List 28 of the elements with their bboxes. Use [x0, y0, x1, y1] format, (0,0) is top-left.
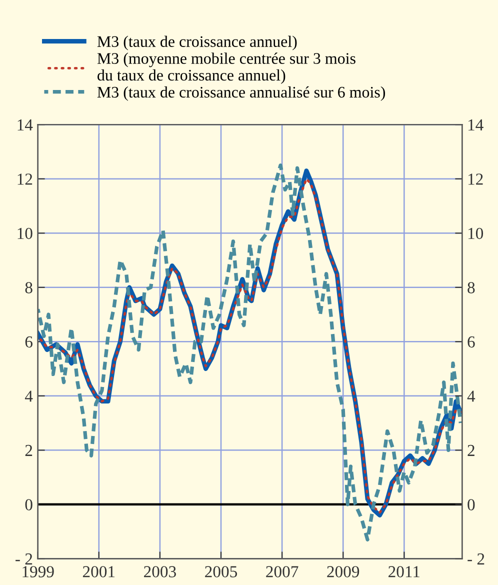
- y-tick-label: 0: [25, 499, 32, 510]
- x-tick-label: 2003: [144, 566, 176, 578]
- y2-tick-label: 14: [468, 119, 484, 130]
- legend-label: M3 (moyenne mobile centrée sur 3 mois du taux de croissance annuel): [97, 52, 356, 84]
- y-tick-label: - 2: [16, 553, 32, 564]
- y-tick-label: 2: [25, 444, 32, 456]
- y-tick-label: 14: [18, 119, 33, 130]
- y2-tick-label: 2: [468, 444, 474, 456]
- y2-tick-label: 6: [468, 336, 475, 348]
- y2-tick-label: 4: [467, 390, 476, 402]
- x-tick-label: 1999: [22, 566, 54, 578]
- x-tick-label: 2011: [388, 566, 420, 578]
- y2-tick-label: - 2: [468, 553, 484, 564]
- legend-label: M3 (taux de croissance annuel): [97, 36, 297, 50]
- x-tick-label: 2009: [327, 566, 360, 578]
- y-tick-label: 8: [25, 282, 32, 294]
- y2-tick-label: 0: [468, 499, 475, 510]
- y-tick-label: 12: [18, 174, 32, 185]
- x-tick-label: 2007: [266, 566, 298, 578]
- y2-tick-label: 10: [468, 228, 484, 240]
- x-tick-label: 2001: [82, 566, 115, 578]
- x-tick-label: 2005: [205, 566, 238, 578]
- legend-label: M3 (taux de croissance annualisé sur 6 mois): [97, 86, 385, 101]
- y-tick-label: 4: [24, 390, 33, 402]
- y-tick-label: 6: [25, 336, 32, 348]
- y2-tick-label: 12: [468, 174, 483, 185]
- y-tick-label: 10: [18, 228, 32, 240]
- y2-tick-label: 8: [468, 282, 475, 294]
